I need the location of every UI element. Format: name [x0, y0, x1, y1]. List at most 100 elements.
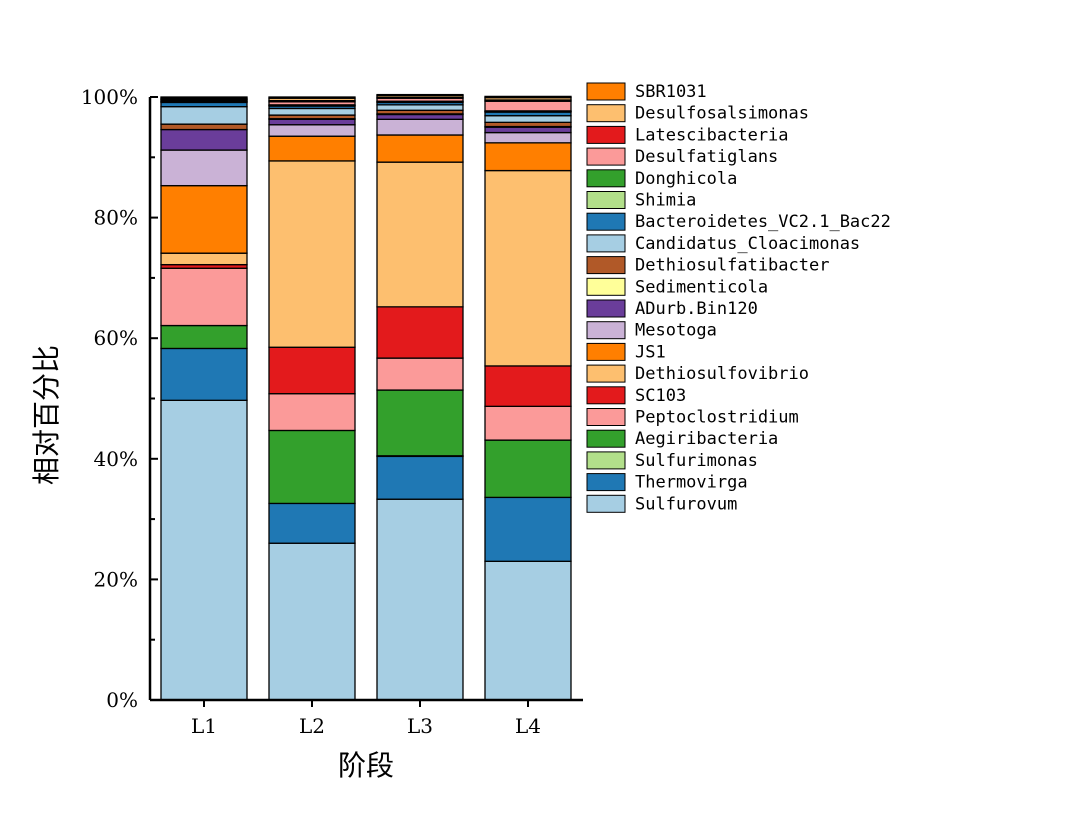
- legend-swatch-Dethiosulfovibrio: [586, 364, 626, 383]
- y-tick-label-60: 60%: [94, 326, 138, 350]
- legend-label-Candidatus_Cloacimonas: Candidatus_Cloacimonas: [635, 234, 860, 254]
- legend-swatch-ADurb.Bin120: [586, 299, 626, 318]
- bar-segment-L4-ADurb.Bin120: [484, 126, 572, 134]
- bar-segment-L1-Candidatus_Cloacimonas: [160, 105, 248, 125]
- legend-label-Sedimenticola: Sedimenticola: [635, 277, 768, 297]
- legend-swatch-SBR1031: [586, 82, 626, 101]
- bar-segment-L1-Peptoclostridium: [160, 267, 248, 327]
- y-ticks: 0% 20% 40% 60% 80% 100%: [81, 85, 158, 712]
- bar-segment-L4-Thermovirga: [484, 496, 572, 562]
- legend-swatch-Thermovirga: [586, 473, 626, 492]
- legend-swatch-Candidatus_Cloacimonas: [586, 234, 626, 253]
- bar-segment-L4-SBR1031: [484, 95, 572, 99]
- bar-segment-L1-SBR1031: [160, 96, 248, 99]
- legend-label-ADurb.Bin120: ADurb.Bin120: [635, 299, 758, 319]
- bar-segment-L4-SC103: [484, 365, 572, 407]
- y-tick-label-20: 20%: [94, 567, 138, 591]
- bar-segment-L4-Peptoclostridium: [484, 405, 572, 441]
- bar-segment-L2-Dethiosulfovibrio: [268, 160, 356, 348]
- bar-segment-L3-JS1: [376, 134, 464, 163]
- legend-swatch-Aegiribacteria: [586, 429, 626, 448]
- x-tick-label-L4: L4: [515, 714, 541, 738]
- y-axis-title: 相对百分比: [30, 345, 63, 485]
- bar-segment-L3-Thermovirga: [376, 455, 464, 500]
- legend-label-Donghicola: Donghicola: [635, 169, 737, 189]
- y-tick-label-100: 100%: [81, 85, 138, 109]
- bar-segment-L4-Dethiosulfovibrio: [484, 169, 572, 367]
- bar-segment-L2-SBR1031: [268, 96, 356, 99]
- legend-swatch-Bacteroidetes_VC2.1_Bac22: [586, 212, 626, 231]
- bar-segment-L1-Dethiosulfovibrio: [160, 252, 248, 266]
- legend-swatch-Dethiosulfatibacter: [586, 256, 626, 275]
- legend-label-Peptoclostridium: Peptoclostridium: [635, 408, 799, 428]
- x-tick-label-L2: L2: [299, 714, 325, 738]
- legend-label-Aegiribacteria: Aegiribacteria: [635, 429, 778, 449]
- bar-segment-L2-Thermovirga: [268, 502, 356, 544]
- bar-segment-L1-Mesotoga: [160, 149, 248, 187]
- legend-label-Dethiosulfatibacter: Dethiosulfatibacter: [635, 256, 829, 276]
- x-ticks: L1 L2 L3 L4: [191, 700, 541, 738]
- bar-segment-L3-Peptoclostridium: [376, 357, 464, 391]
- x-tick-label-L1: L1: [191, 714, 217, 738]
- legend-label-Sulfurovum: Sulfurovum: [635, 494, 737, 514]
- legend-label-Bacteroidetes_VC2.1_Bac22: Bacteroidetes_VC2.1_Bac22: [635, 212, 891, 232]
- bars-layer: [160, 93, 572, 701]
- bar-segment-L2-SC103: [268, 346, 356, 395]
- legend-swatch-Mesotoga: [586, 321, 626, 340]
- bar-segment-L2-Sulfurovum: [268, 542, 356, 701]
- legend-label-Shimia: Shimia: [635, 191, 696, 211]
- bar-segment-L2-Aegiribacteria: [268, 429, 356, 505]
- legend: SBR1031DesulfosalsimonasLatescibacteriaD…: [586, 82, 891, 514]
- bar-segment-L3-SC103: [376, 306, 464, 359]
- legend-swatch-Desulfosalsimonas: [586, 104, 626, 123]
- legend-swatch-Donghicola: [586, 169, 626, 188]
- legend-label-Thermovirga: Thermovirga: [635, 473, 748, 493]
- bar-segment-L2-Mesotoga: [268, 124, 356, 137]
- legend-label-Sulfurimonas: Sulfurimonas: [635, 451, 758, 471]
- bar-segment-L1-Aegiribacteria: [160, 324, 248, 350]
- bar-segment-L2-Candidatus_Cloacimonas: [268, 107, 356, 116]
- legend-swatch-Sulfurimonas: [586, 451, 626, 470]
- legend-label-JS1: JS1: [635, 342, 666, 362]
- x-axis-title: 阶段: [338, 749, 394, 782]
- legend-label-Mesotoga: Mesotoga: [635, 321, 717, 341]
- bar-segment-L4-Mesotoga: [484, 131, 572, 144]
- bar-segment-L1-JS1: [160, 184, 248, 254]
- bar-segment-L1-ADurb.Bin120: [160, 128, 248, 151]
- bar-segment-L4-Sulfurovum: [484, 560, 572, 701]
- bar-segment-L3-SBR1031: [376, 93, 464, 97]
- bar-segment-L2-ADurb.Bin120: [268, 118, 356, 126]
- legend-swatch-Sedimenticola: [586, 277, 626, 296]
- y-tick-label-0: 0%: [106, 688, 138, 712]
- legend-label-Dethiosulfovibrio: Dethiosulfovibrio: [635, 364, 809, 384]
- bar-segment-L3-Dethiosulfovibrio: [376, 161, 464, 308]
- legend-swatch-Latescibacteria: [586, 125, 626, 144]
- legend-swatch-Shimia: [586, 191, 626, 209]
- legend-swatch-Desulfatiglans: [586, 147, 626, 166]
- bar-segment-L3-Candidatus_Cloacimonas: [376, 104, 464, 111]
- bar-segment-L4-Desulfatiglans: [484, 100, 572, 112]
- bar-segment-L1-Sulfurovum: [160, 399, 248, 701]
- bar-segment-L3-ADurb.Bin120: [376, 113, 464, 120]
- bar-segment-L2-Peptoclostridium: [268, 393, 356, 432]
- legend-label-Latescibacteria: Latescibacteria: [635, 125, 789, 145]
- bar-segment-L3-Aegiribacteria: [376, 389, 464, 457]
- legend-label-SBR1031: SBR1031: [635, 82, 707, 102]
- bar-segment-L1-Dethiosulfatibacter: [160, 123, 248, 131]
- x-tick-label-L3: L3: [407, 714, 433, 738]
- bar-segment-L3-Sulfurovum: [376, 498, 464, 701]
- bar-segment-L3-Mesotoga: [376, 118, 464, 136]
- legend-swatch-JS1: [586, 342, 626, 361]
- legend-label-Desulfatiglans: Desulfatiglans: [635, 147, 778, 167]
- bar-segment-L4-Candidatus_Cloacimonas: [484, 115, 572, 123]
- y-tick-label-40: 40%: [94, 447, 138, 471]
- legend-label-Desulfosalsimonas: Desulfosalsimonas: [635, 104, 809, 124]
- bar-segment-L1-Thermovirga: [160, 347, 248, 401]
- legend-swatch-SC103: [586, 386, 626, 405]
- bar-segment-L4-Aegiribacteria: [484, 439, 572, 499]
- legend-label-SC103: SC103: [635, 386, 686, 406]
- legend-swatch-Peptoclostridium: [586, 408, 626, 426]
- y-tick-label-80: 80%: [94, 206, 138, 230]
